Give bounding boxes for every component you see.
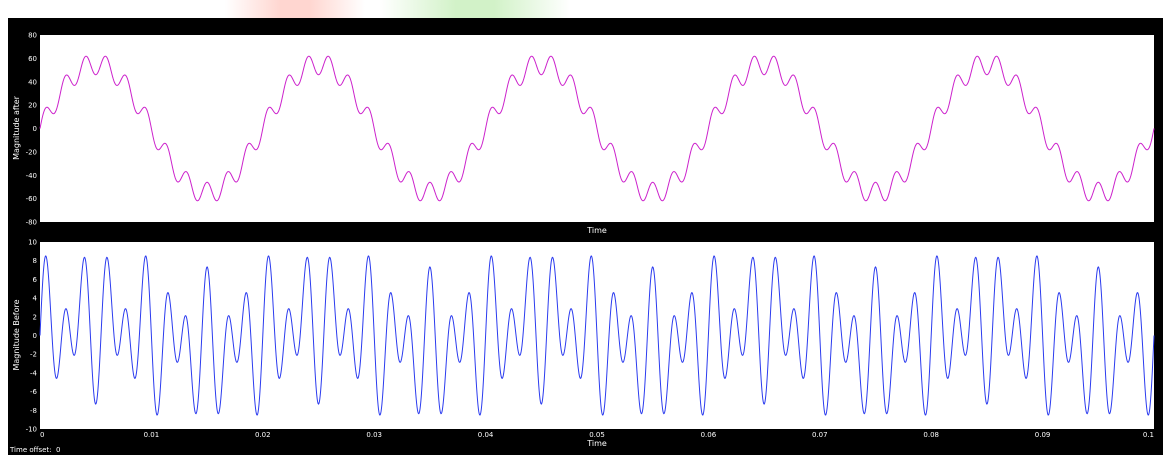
time-offset-readout: Time offset: 0 — [10, 446, 60, 454]
scope-window: 80 60 40 20 0 -20 -40 -60 -80 10 8 6 4 2 0 -2 -4 -6 -8 -10… — [8, 18, 1163, 455]
before-x-tick-label: 0.06 — [701, 431, 717, 439]
after-y-tick-label: 0 — [33, 125, 37, 133]
before-y-tick-label: 0 — [33, 332, 37, 340]
before-x-tick-label: 0.08 — [923, 431, 939, 439]
after-y-tick-label: 40 — [28, 78, 37, 86]
before-y-tick-label: 10 — [28, 239, 37, 247]
before-y-tick-label: -4 — [30, 369, 38, 377]
before-y-axis-label: Magnitude Before — [12, 299, 21, 370]
before-x-tick-label: 0.07 — [812, 431, 828, 439]
before-x-tick-label: 0.04 — [478, 431, 494, 439]
after-y-tick-label: 20 — [28, 102, 37, 110]
before-x-tick-label: 0.03 — [366, 431, 382, 439]
after-y-tick-label: 80 — [28, 32, 37, 40]
after-y-tick-label: -60 — [26, 195, 37, 203]
before-y-tick-label: -2 — [30, 351, 37, 359]
after-signal-line — [39, 55, 1155, 202]
before-x-tick-labels: 0 0.01 0.02 0.03 0.04 0.05 0.06 0.07 0.08 0.09 0.1 — [40, 431, 1154, 439]
before-y-tick-label: 6 — [33, 276, 38, 284]
before-y-tick-label: -6 — [30, 388, 38, 396]
before-y-tick-label: -10 — [26, 426, 37, 434]
before-x-tick-label: 0.02 — [255, 431, 271, 439]
time-offset-value: 0 — [55, 446, 61, 454]
after-y-tick-label: -40 — [26, 172, 37, 180]
time-offset-label: Time offset: — [10, 446, 52, 454]
after-y-tick-label: -20 — [26, 148, 37, 156]
before-x-axis-label: Time — [586, 439, 607, 448]
before-signal-line — [39, 255, 1155, 416]
before-x-tick-label: 0.1 — [1143, 431, 1154, 439]
after-y-tick-labels: 80 60 40 20 0 -20 -40 -60 -80 — [26, 32, 37, 227]
decorative-stripe-red — [225, 0, 365, 18]
after-x-axis-label: Time — [586, 226, 607, 235]
decorative-stripe-green — [380, 0, 570, 18]
before-y-tick-label: 8 — [33, 257, 37, 265]
before-y-tick-label: 4 — [33, 295, 38, 303]
before-y-tick-label: 2 — [33, 313, 37, 321]
before-x-tick-label: 0.01 — [144, 431, 160, 439]
before-x-tick-label: 0 — [40, 431, 44, 439]
before-y-tick-labels: 10 8 6 4 2 0 -2 -4 -6 -8 -10 — [26, 239, 38, 434]
after-y-axis-label: Magnitude after — [12, 95, 21, 160]
before-x-tick-label: 0.05 — [589, 431, 605, 439]
after-y-tick-label: 60 — [28, 55, 37, 63]
after-y-tick-label: -80 — [26, 219, 37, 227]
before-x-tick-label: 0.09 — [1035, 431, 1051, 439]
before-y-tick-label: -8 — [30, 407, 37, 415]
